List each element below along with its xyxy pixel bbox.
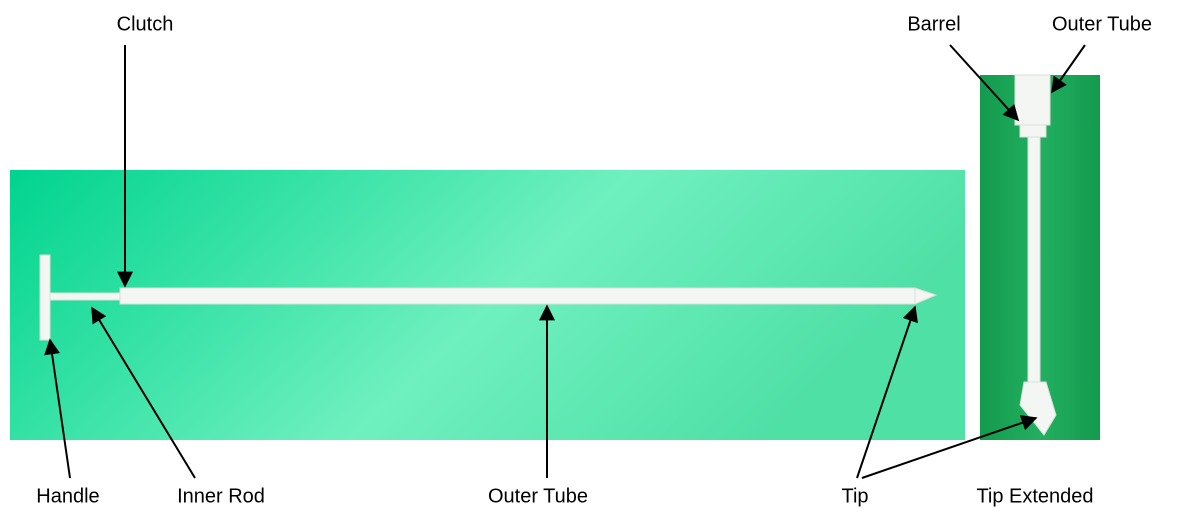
label: Outer Tube [1052, 13, 1152, 35]
label: Barrel [907, 13, 960, 35]
label: Clutch [117, 13, 174, 35]
arrows [44, 44, 1086, 479]
sampler [39, 254, 938, 341]
label: Tip Extended [976, 485, 1093, 507]
sampler-detail [1014, 74, 1057, 436]
label: Inner Rod [177, 485, 265, 507]
photo-main [10, 170, 965, 440]
label: Handle [36, 485, 99, 507]
label: Tip [841, 485, 868, 507]
label: Outer Tube [488, 485, 588, 507]
